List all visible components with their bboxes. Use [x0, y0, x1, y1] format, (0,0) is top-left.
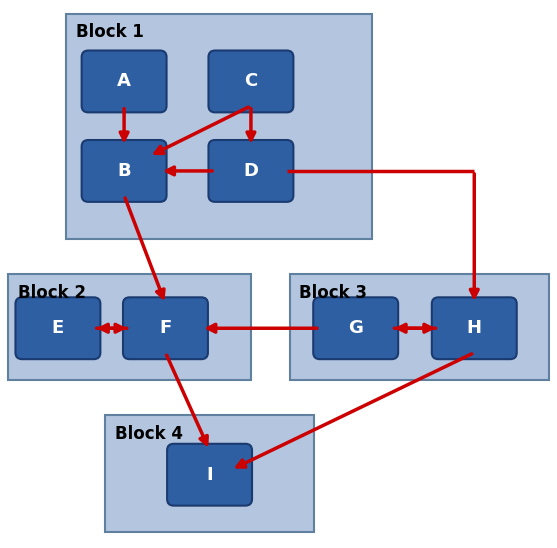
FancyBboxPatch shape [82, 50, 167, 112]
FancyBboxPatch shape [290, 274, 549, 380]
FancyBboxPatch shape [208, 50, 294, 112]
FancyBboxPatch shape [123, 298, 208, 359]
FancyBboxPatch shape [8, 274, 251, 380]
FancyBboxPatch shape [82, 140, 167, 202]
FancyBboxPatch shape [66, 14, 372, 239]
Text: B: B [118, 162, 131, 180]
Text: C: C [245, 72, 257, 90]
Text: Block 2: Block 2 [18, 284, 86, 302]
Text: D: D [243, 162, 258, 180]
Text: E: E [52, 319, 64, 337]
FancyBboxPatch shape [313, 298, 398, 359]
FancyBboxPatch shape [167, 444, 252, 506]
FancyBboxPatch shape [432, 298, 517, 359]
Text: I: I [206, 466, 213, 484]
FancyBboxPatch shape [208, 140, 294, 202]
Text: A: A [117, 72, 131, 90]
FancyBboxPatch shape [16, 298, 100, 359]
Text: H: H [467, 319, 482, 337]
FancyBboxPatch shape [105, 415, 314, 532]
Text: Block 3: Block 3 [300, 284, 368, 302]
Text: Block 4: Block 4 [115, 425, 183, 443]
Text: G: G [348, 319, 363, 337]
Text: Block 1: Block 1 [76, 24, 144, 42]
Text: F: F [159, 319, 172, 337]
